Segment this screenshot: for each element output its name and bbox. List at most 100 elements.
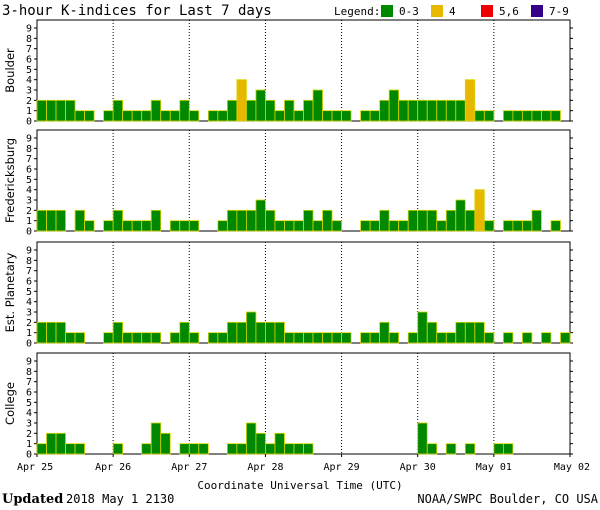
y-tick-label: 7 [26,377,32,388]
y-tick-label: 9 [26,24,32,35]
k-bar [502,220,514,232]
k-bar [131,110,143,122]
x-axis-label: Coordinate Universal Time (UTC) [197,479,402,492]
y-tick-label: 5 [26,175,32,186]
k-bar [265,443,276,455]
k-bar [255,432,266,455]
k-bar [255,199,266,232]
y-tick-label: 3 [26,308,32,319]
k-bar [84,220,95,232]
k-bar [560,332,571,344]
k-bar [293,110,304,122]
k-bar [122,220,133,232]
panel-label-2: Est. Planetary [3,252,17,332]
k-bar [512,220,523,232]
k-bar [36,443,47,455]
panel-label-0: Boulder [3,48,17,93]
k-bar [141,110,152,122]
y-tick-label: 3 [26,86,32,97]
k-bar [303,99,314,122]
k-bar [369,220,381,232]
k-bar [226,443,238,455]
k-bar [131,332,143,344]
k-bar [445,332,457,344]
y-tick-label: 4 [26,75,32,86]
k-bar [341,110,352,122]
k-bar [474,110,485,122]
x-axis: Apr 25 Apr 26 Apr 27 Apr 28 Apr 29 Apr 30 May … [17,454,590,473]
x-tick-label: Apr 25 [17,462,53,473]
k-bar [369,110,381,122]
legend-item-1: 4 [449,5,456,18]
y-tick-label: 8 [26,34,32,45]
k-bar [541,110,552,122]
k-bar [522,110,533,122]
k-bar [483,220,495,232]
k-bar [122,332,133,344]
y-tick-label: 4 [26,297,32,308]
k-bar [331,110,342,122]
k-bar [293,332,304,344]
k-bar [55,432,66,455]
k-bar [407,99,419,122]
legend-swatch-1 [431,5,443,17]
k-bar [55,321,66,344]
x-tick-label: Apr 28 [247,462,283,473]
k-bar [541,332,552,344]
x-tick-label: May 02 [554,462,590,473]
k-bar [84,110,95,122]
k-bar [112,321,124,344]
y-tick-label: 1 [26,328,32,339]
k-bar [46,321,57,344]
k-bar [198,443,209,455]
y-tick-label: 0 [26,117,32,128]
y-tick-label: 3 [26,419,32,430]
k-bar [169,332,181,344]
k-bar [217,110,228,122]
k-bar [112,99,124,122]
k-bar [407,332,419,344]
k-bar [141,332,152,344]
k-bar [236,443,247,455]
x-tick-label: Apr 26 [95,462,131,473]
k-bar [522,332,533,344]
k-bar [464,321,476,344]
y-tick-label: 2 [26,206,32,217]
y-tick-label: 2 [26,96,32,107]
k-bar [179,321,190,344]
k-bar [303,443,314,455]
panel-label-3: College [3,382,17,425]
k-bar [398,220,409,232]
y-tick-label: 6 [26,277,32,288]
k-bar [169,220,181,232]
k-bar [550,110,561,122]
chart-title: 3-hour K-indices for Last 7 days [2,3,272,19]
k-bar [245,99,257,122]
k-bar [341,332,352,344]
k-bar [74,443,85,455]
k-bar [179,220,190,232]
k-bar [436,99,447,122]
k-bar [255,321,266,344]
k-bar [284,443,295,455]
k-bar [46,99,57,122]
k-bar [550,220,561,232]
panel-frame [36,352,571,455]
k-bar [293,443,304,455]
legend-swatch-0 [381,5,393,17]
x-tick-label: May 01 [476,462,512,473]
k-bar [150,332,162,344]
k-bar [103,332,114,344]
k-bar [379,99,390,122]
k-bar [426,443,438,455]
k-bar [188,332,200,344]
k-bar [150,209,162,232]
k-bar [322,110,333,122]
k-bar [55,99,66,122]
k-bar [388,89,400,122]
k-bar [46,432,57,455]
k-bar [217,332,228,344]
k-bar [179,443,190,455]
